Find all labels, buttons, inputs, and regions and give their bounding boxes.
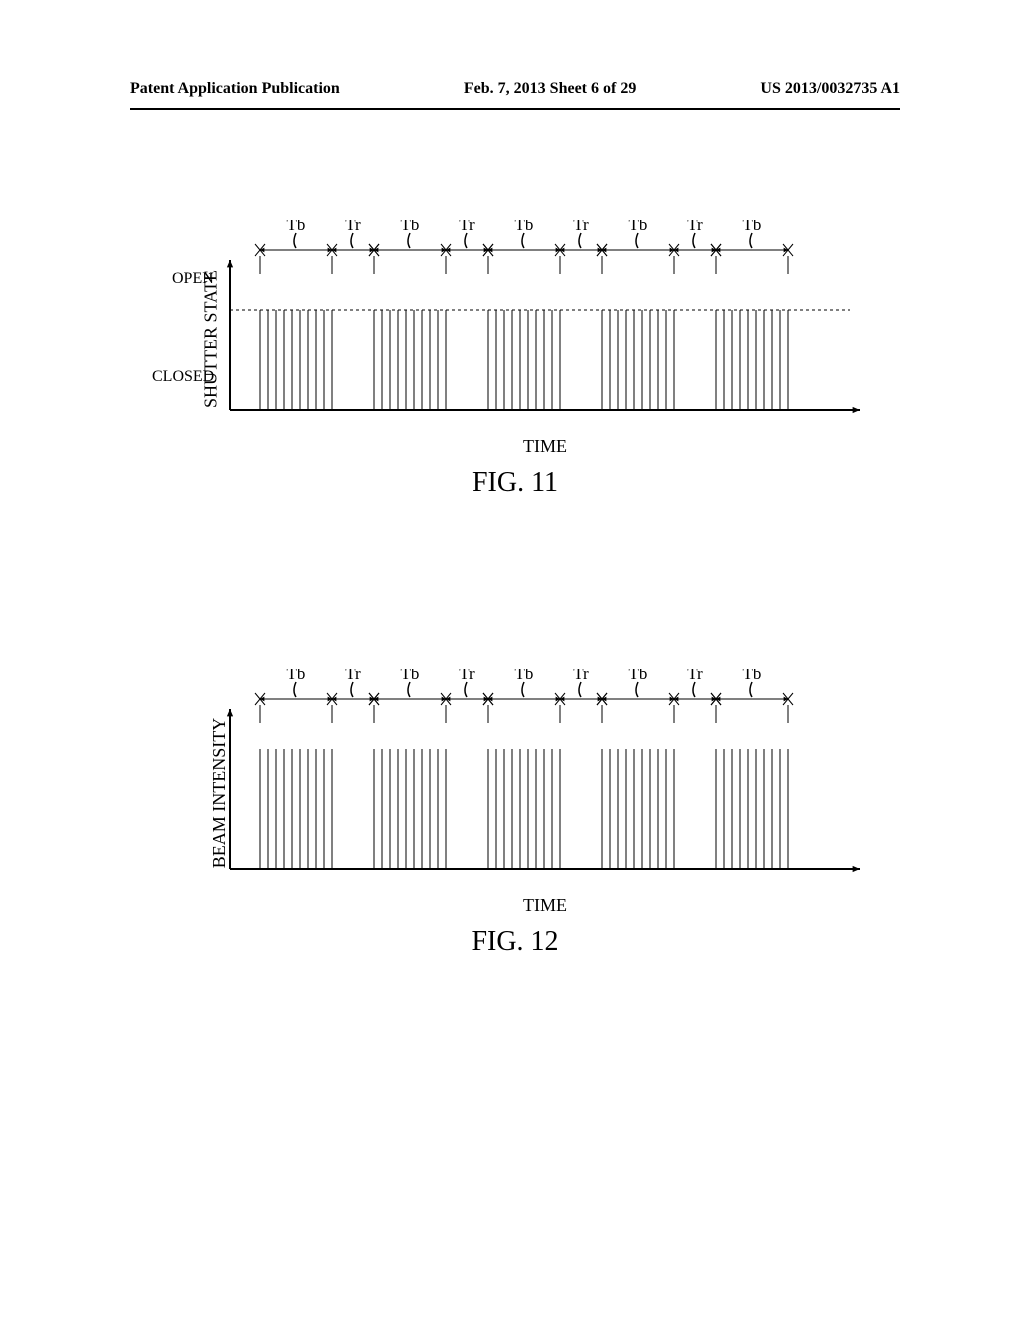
figure-11: SHUTTER STATE OPEN CLOSED TbTrTbTrTbTrTb… [130,220,900,499]
fig11-ytick-closed: CLOSED [152,368,214,386]
svg-text:Tb: Tb [515,669,534,683]
svg-text:Tb: Tb [287,220,306,234]
header-right: US 2013/0032735 A1 [760,80,900,98]
page-header: Patent Application Publication Feb. 7, 2… [130,80,900,98]
svg-text:Tb: Tb [743,220,762,234]
svg-text:Tr: Tr [573,669,589,683]
svg-text:Tb: Tb [287,669,306,683]
svg-text:Tb: Tb [629,669,648,683]
fig12-xlabel: TIME [190,895,900,916]
svg-text:Tr: Tr [573,220,589,234]
figure-12: BEAM INTENSITY Tb Tr Tb Tr Tb Tr Tb Tr Tb TIME F… [130,669,900,958]
fig11-ytick-open: OPEN [172,270,214,288]
fig12-chart: Tb Tr Tb Tr Tb Tr Tb Tr Tb [190,669,870,889]
svg-text:Tr: Tr [345,220,361,234]
svg-text:Tb: Tb [401,220,420,234]
header-rule [130,108,900,110]
svg-text:Tr: Tr [345,669,361,683]
svg-text:Tr: Tr [687,669,703,683]
svg-text:Tr: Tr [687,220,703,234]
svg-text:Tb: Tb [629,220,648,234]
svg-text:Tr: Tr [459,220,475,234]
fig11-xlabel: TIME [190,436,900,457]
svg-text:Tb: Tb [743,669,762,683]
fig11-chart: Tb Tr Tb Tr Tb Tr Tb Tr Tb [190,220,870,430]
header-center: Feb. 7, 2013 Sheet 6 of 29 [464,80,636,98]
svg-text:Tb: Tb [401,669,420,683]
header-left: Patent Application Publication [130,80,340,98]
svg-text:Tr: Tr [459,669,475,683]
svg-text:Tb: Tb [515,220,534,234]
fig12-ylabel: BEAM INTENSITY [209,717,230,868]
fig11-caption: FIG. 11 [130,467,900,499]
fig11-ylabel: SHUTTER STATE [201,269,222,407]
fig12-caption: FIG. 12 [130,926,900,958]
